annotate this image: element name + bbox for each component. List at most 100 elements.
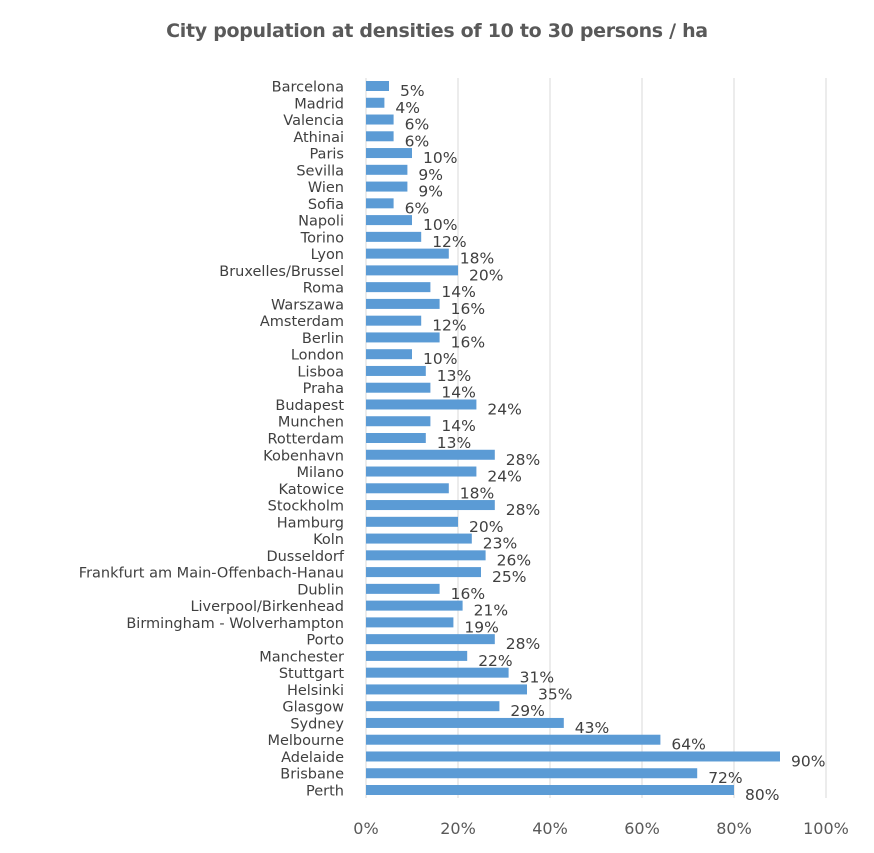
data-label: 6%	[405, 132, 430, 150]
category-label: Barcelona	[272, 80, 344, 96]
data-label: 14%	[441, 384, 475, 402]
category-label: Frankfurt am Main-Offenbach-Hanau	[79, 566, 344, 582]
category-label: Glasgow	[282, 700, 344, 716]
category-label: Kobenhavn	[263, 448, 344, 464]
bar	[366, 416, 431, 427]
bar	[366, 332, 440, 343]
data-label: 9%	[418, 166, 443, 184]
data-label: 19%	[464, 618, 498, 636]
data-label: 80%	[745, 786, 779, 804]
x-tick-label: 100%	[803, 819, 849, 838]
bar	[366, 81, 389, 91]
category-label: Budapest	[275, 398, 344, 414]
category-label: Berlin	[302, 331, 344, 347]
data-label: 28%	[506, 501, 540, 519]
x-tick-label: 80%	[716, 819, 752, 838]
data-label: 16%	[451, 333, 485, 351]
data-label: 14%	[441, 417, 475, 435]
bar	[366, 399, 477, 410]
category-label: Amsterdam	[260, 314, 344, 330]
bar	[366, 550, 486, 561]
category-label: Praha	[303, 381, 344, 397]
data-label: 21%	[474, 602, 508, 620]
data-label: 28%	[506, 635, 540, 653]
category-label: Milano	[296, 465, 344, 481]
x-tick-label: 40%	[532, 819, 568, 838]
bar	[366, 164, 408, 175]
bar	[366, 97, 385, 108]
x-tick-label: 0%	[353, 819, 378, 838]
data-label: 25%	[492, 568, 526, 586]
bar	[366, 433, 426, 443]
bar	[366, 768, 698, 779]
data-label: 13%	[437, 367, 471, 385]
data-label: 72%	[708, 769, 742, 787]
bar	[366, 500, 495, 511]
category-label: Munchen	[278, 415, 344, 431]
data-label: 29%	[510, 702, 544, 720]
data-label: 26%	[497, 551, 531, 569]
bar	[366, 533, 472, 544]
bar	[366, 298, 440, 309]
data-label: 20%	[469, 266, 503, 284]
category-label: Bruxelles/Brussel	[219, 264, 344, 280]
data-label: 22%	[478, 652, 512, 670]
data-label: 6%	[405, 116, 430, 134]
bar	[366, 734, 661, 745]
data-label: 23%	[483, 535, 517, 553]
category-label: London	[291, 348, 344, 364]
bar	[366, 315, 422, 326]
bar	[366, 600, 463, 611]
data-label: 6%	[405, 199, 430, 217]
category-label: Stockholm	[268, 499, 344, 515]
category-label: Rotterdam	[267, 432, 344, 448]
category-label: Sydney	[290, 716, 344, 732]
data-label: 10%	[423, 350, 457, 368]
data-label: 9%	[418, 183, 443, 201]
data-label: 64%	[671, 736, 705, 754]
category-label: Perth	[306, 784, 344, 800]
bar	[366, 365, 426, 376]
bar	[366, 148, 412, 159]
category-label: Dusseldorf	[266, 549, 344, 565]
data-label: 43%	[575, 719, 609, 737]
bar	[366, 717, 564, 728]
bar	[366, 198, 394, 209]
data-label: 90%	[791, 752, 825, 770]
category-label: Birmingham - Wolverhampton	[126, 616, 344, 632]
bar	[366, 634, 495, 645]
category-label: Adelaide	[281, 750, 344, 766]
bar	[366, 701, 500, 712]
category-label: Hamburg	[277, 515, 344, 531]
bar	[366, 483, 449, 494]
category-label: Napoli	[298, 214, 344, 230]
data-label: 24%	[487, 468, 521, 486]
bar	[366, 265, 458, 276]
category-label: Sofia	[308, 197, 344, 213]
category-label: Athinai	[293, 130, 344, 146]
data-label: 16%	[451, 585, 485, 603]
category-label: Brisbane	[280, 767, 344, 783]
bar	[366, 617, 454, 628]
category-label: Valencia	[283, 113, 344, 129]
data-label: 20%	[469, 518, 503, 536]
bar	[366, 785, 734, 795]
bar	[366, 449, 495, 460]
bar	[366, 382, 431, 393]
category-label: Stuttgart	[279, 666, 345, 682]
bar	[366, 650, 468, 661]
bar	[366, 282, 431, 293]
category-label: Lisboa	[297, 364, 344, 380]
bar	[366, 567, 481, 578]
category-label: Sevilla	[296, 163, 344, 179]
category-label: Helsinki	[287, 683, 344, 699]
data-label: 12%	[432, 233, 466, 251]
category-label: Torino	[300, 230, 344, 246]
category-label: Porto	[306, 633, 344, 649]
category-label: Koln	[313, 532, 344, 548]
data-label: 5%	[400, 82, 425, 100]
bar	[366, 215, 412, 226]
data-label: 4%	[395, 99, 420, 117]
bar	[366, 667, 509, 678]
data-label: 13%	[437, 434, 471, 452]
